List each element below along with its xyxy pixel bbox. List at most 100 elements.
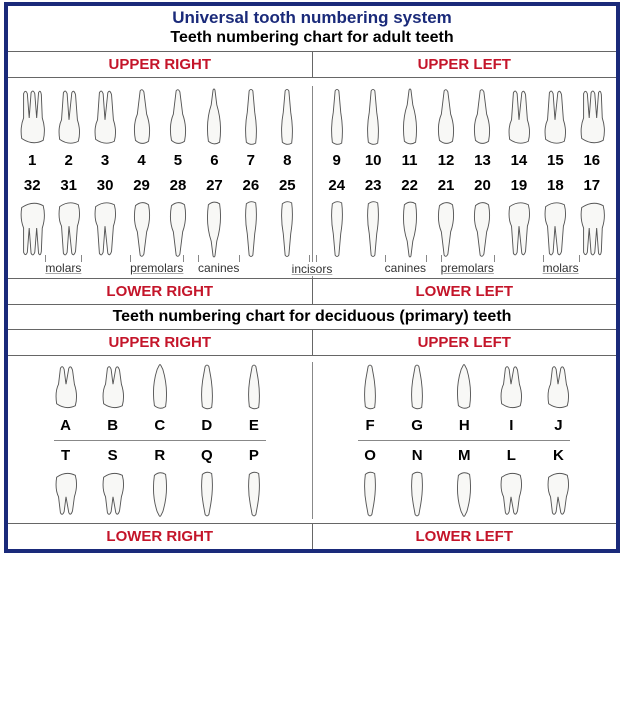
tooth-number: 28 xyxy=(170,177,187,194)
tooth-icon xyxy=(505,198,533,260)
tooth-icon xyxy=(359,198,387,260)
tooth-number: 21 xyxy=(438,177,455,194)
tooth-icon xyxy=(396,198,424,260)
tooth-icon xyxy=(578,198,606,260)
tooth-icon xyxy=(356,469,384,519)
tooth-letter: A xyxy=(60,417,71,434)
tooth-number: 18 xyxy=(547,177,564,194)
tooth-icon xyxy=(450,469,478,519)
tooth-letter: D xyxy=(201,417,212,434)
tooth-icon xyxy=(99,469,127,519)
label-upper-right: UPPER RIGHT xyxy=(8,52,313,77)
tooth-icon xyxy=(497,469,525,519)
tooth-number: 23 xyxy=(365,177,382,194)
tooth-icon xyxy=(541,86,569,148)
tooth-number: 9 xyxy=(333,152,341,169)
label-upper-right-p: UPPER RIGHT xyxy=(8,330,313,355)
tooth-icon xyxy=(99,362,127,412)
label-lower-left: LOWER LEFT xyxy=(313,279,617,304)
primary-chart: ABCDETSRQP FGHIJONMLK xyxy=(8,356,616,524)
tooth-icon xyxy=(52,469,80,519)
tooth-icon xyxy=(237,86,265,148)
tooth-icon xyxy=(541,198,569,260)
tooth-type-labels: molarspremolarscanines xyxy=(8,260,312,278)
adult-upper-labels: UPPER RIGHT UPPER LEFT xyxy=(8,52,616,78)
tooth-icon xyxy=(52,362,80,412)
title-block: Universal tooth numbering system Teeth n… xyxy=(8,6,616,52)
tooth-type-incisors: incisors xyxy=(288,262,337,276)
label-upper-left: UPPER LEFT xyxy=(313,52,617,77)
tooth-icon xyxy=(356,362,384,412)
tooth-icon xyxy=(164,86,192,148)
tooth-letter: C xyxy=(154,417,165,434)
primary-right-side: ABCDETSRQP xyxy=(8,362,313,519)
tooth-icon xyxy=(55,86,83,148)
tooth-number: 29 xyxy=(133,177,150,194)
tooth-icon xyxy=(468,198,496,260)
tooth-icon xyxy=(432,198,460,260)
adult-subtitle: Teeth numbering chart for adult teeth xyxy=(8,29,616,47)
tooth-icon xyxy=(193,469,221,519)
tooth-icon xyxy=(273,198,301,260)
tooth-letter: N xyxy=(412,447,423,464)
adult-right-side: 123456783231302928272625molarspremolarsc… xyxy=(8,86,313,278)
label-lower-left-p: LOWER LEFT xyxy=(313,524,617,549)
tooth-icon xyxy=(505,86,533,148)
adult-left-side: 9101112131415162423222120191817caninespr… xyxy=(313,86,617,278)
tooth-icon xyxy=(468,86,496,148)
tooth-number: 12 xyxy=(438,152,455,169)
tooth-number: 7 xyxy=(247,152,255,169)
tooth-letter: M xyxy=(458,447,471,464)
adult-lower-labels: LOWER RIGHT LOWER LEFT xyxy=(8,279,616,305)
tooth-number: 15 xyxy=(547,152,564,169)
tooth-number: 26 xyxy=(243,177,260,194)
tooth-icon xyxy=(403,362,431,412)
tooth-icon xyxy=(450,362,478,412)
tooth-icon xyxy=(240,469,268,519)
tooth-icon xyxy=(240,362,268,412)
tooth-letter: I xyxy=(509,417,513,434)
tooth-icon xyxy=(323,198,351,260)
main-title: Universal tooth numbering system xyxy=(8,8,616,28)
tooth-number: 30 xyxy=(97,177,114,194)
tooth-letter: R xyxy=(154,447,165,464)
tooth-icon xyxy=(91,198,119,260)
tooth-number: 13 xyxy=(474,152,491,169)
tooth-icon xyxy=(396,86,424,148)
tooth-icon xyxy=(432,86,460,148)
tooth-icon xyxy=(578,86,606,148)
adult-chart: 123456783231302928272625molarspremolarsc… xyxy=(8,78,616,279)
tooth-number: 14 xyxy=(511,152,528,169)
primary-lower-labels: LOWER RIGHT LOWER LEFT xyxy=(8,524,616,549)
tooth-icon xyxy=(200,198,228,260)
tooth-number: 31 xyxy=(60,177,77,194)
tooth-letter: E xyxy=(249,417,259,434)
tooth-number: 32 xyxy=(24,177,41,194)
tooth-letter: G xyxy=(411,417,423,434)
tooth-number: 17 xyxy=(583,177,600,194)
primary-left-side: FGHIJONMLK xyxy=(313,362,617,519)
tooth-number: 11 xyxy=(402,152,418,169)
primary-upper-labels: UPPER RIGHT UPPER LEFT xyxy=(8,330,616,356)
tooth-icon xyxy=(128,198,156,260)
tooth-number: 8 xyxy=(283,152,291,169)
tooth-number: 4 xyxy=(137,152,145,169)
tooth-number: 24 xyxy=(328,177,345,194)
tooth-icon xyxy=(273,86,301,148)
tooth-icon xyxy=(544,362,572,412)
tooth-icon xyxy=(18,198,46,260)
tooth-letter: L xyxy=(507,447,516,464)
tooth-letter: F xyxy=(365,417,374,434)
primary-subtitle: Teeth numbering chart for deciduous (pri… xyxy=(8,305,616,330)
tooth-icon xyxy=(544,469,572,519)
tooth-icon xyxy=(403,469,431,519)
tooth-number: 20 xyxy=(474,177,491,194)
tooth-letter: O xyxy=(364,447,376,464)
tooth-letter: H xyxy=(459,417,470,434)
tooth-icon xyxy=(497,362,525,412)
tooth-letter: B xyxy=(107,417,118,434)
tooth-type-labels: caninespremolarsmolars xyxy=(313,260,617,278)
tooth-icon xyxy=(146,362,174,412)
tooth-letter: Q xyxy=(201,447,213,464)
tooth-letter: S xyxy=(108,447,118,464)
